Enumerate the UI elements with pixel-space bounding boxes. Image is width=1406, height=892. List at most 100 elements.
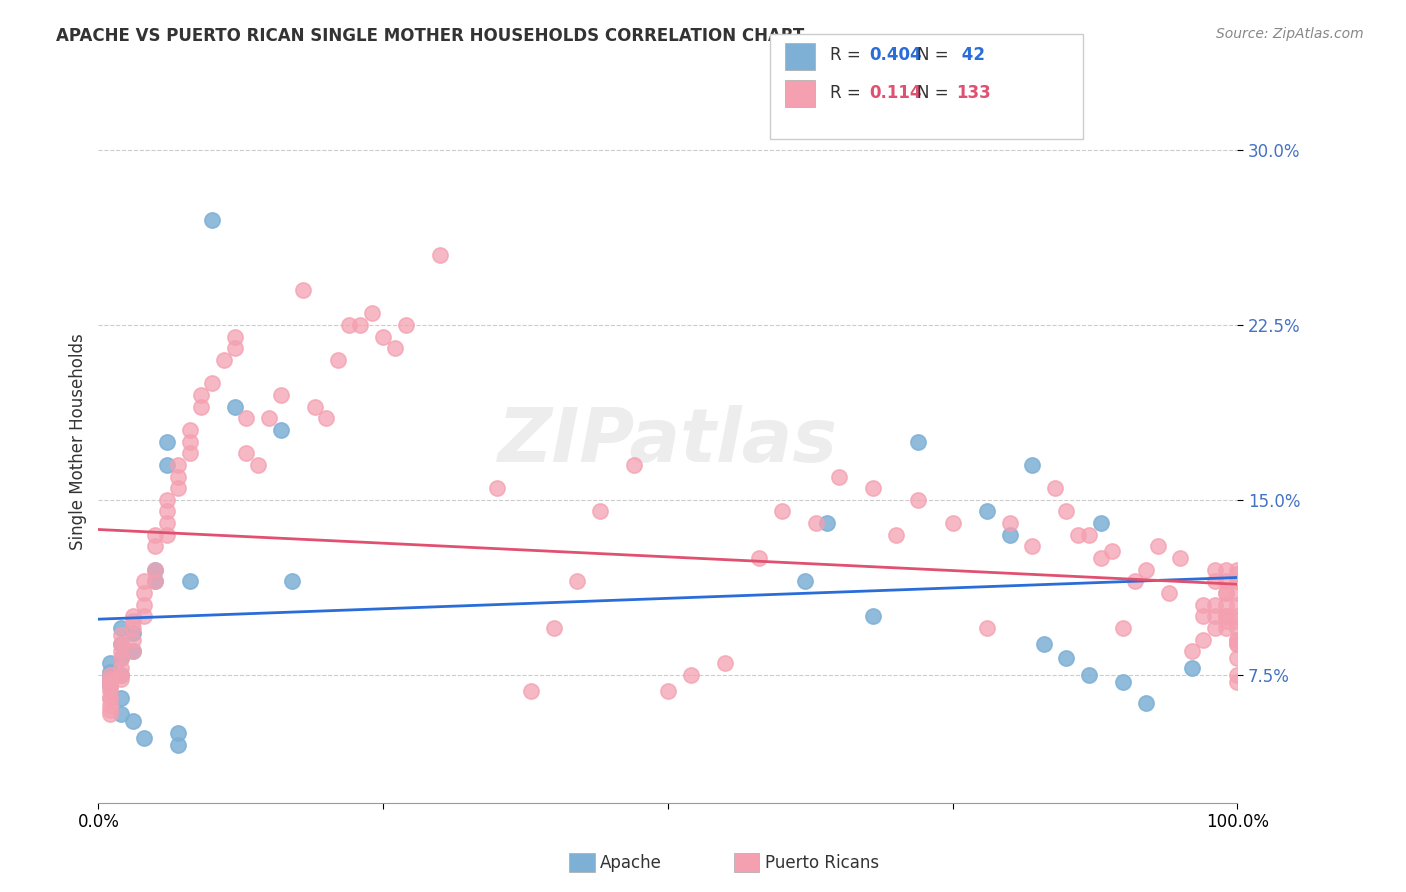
Point [292, 283, 315, 297]
Point [862, 609, 884, 624]
Point [1054, 504, 1078, 518]
Point [121, 714, 143, 729]
Point [1192, 598, 1215, 612]
Point [1078, 528, 1101, 542]
Point [121, 644, 143, 658]
Point [235, 446, 257, 460]
Point [110, 628, 132, 642]
Point [1146, 540, 1168, 554]
Point [679, 667, 702, 681]
Point [384, 341, 406, 355]
Point [179, 423, 201, 437]
Point [1215, 586, 1237, 600]
Text: 133: 133 [956, 84, 991, 102]
Point [1157, 586, 1180, 600]
Point [1170, 551, 1192, 566]
Point [132, 731, 155, 745]
Point [98, 674, 121, 689]
Point [246, 458, 269, 472]
Point [121, 632, 143, 647]
Point [121, 609, 143, 624]
Point [167, 469, 190, 483]
Point [179, 434, 201, 449]
Point [1192, 609, 1215, 624]
Point [565, 574, 588, 589]
Point [1043, 481, 1066, 495]
Point [1021, 458, 1043, 472]
Point [1192, 632, 1215, 647]
Point [98, 665, 121, 680]
Point [156, 516, 179, 530]
Point [121, 621, 143, 635]
Point [942, 516, 965, 530]
Point [167, 726, 190, 740]
Point [270, 423, 292, 437]
Point [98, 674, 121, 689]
Point [1226, 586, 1249, 600]
Point [429, 248, 451, 262]
Point [156, 458, 179, 472]
Point [1226, 637, 1249, 651]
Point [828, 469, 851, 483]
Point [110, 621, 132, 635]
Point [1226, 614, 1249, 628]
Point [304, 400, 326, 414]
Point [201, 213, 224, 227]
Point [770, 504, 793, 518]
Point [543, 621, 565, 635]
Point [98, 667, 121, 681]
Text: Apache: Apache [600, 855, 662, 872]
Point [1090, 516, 1112, 530]
Point [110, 667, 132, 681]
Point [110, 651, 132, 665]
Point [190, 388, 212, 402]
Point [145, 563, 167, 577]
Text: 42: 42 [956, 46, 986, 64]
Point [1181, 660, 1204, 674]
Point [167, 738, 190, 752]
Point [167, 481, 190, 495]
Point [212, 353, 235, 368]
Point [998, 528, 1021, 542]
Text: R =: R = [830, 84, 870, 102]
Point [110, 690, 132, 705]
Point [121, 644, 143, 658]
Point [395, 318, 418, 332]
Point [281, 574, 304, 589]
Point [259, 411, 281, 425]
Point [1123, 574, 1146, 589]
Point [98, 690, 121, 705]
Point [98, 667, 121, 681]
Point [270, 388, 292, 402]
Point [360, 306, 382, 320]
Point [121, 614, 143, 628]
Point [145, 528, 167, 542]
Point [1215, 609, 1237, 624]
Point [121, 625, 143, 640]
Point [145, 574, 167, 589]
Point [132, 574, 155, 589]
Point [98, 702, 121, 716]
Point [588, 504, 610, 518]
Point [1226, 667, 1249, 681]
Point [1226, 567, 1249, 582]
Point [862, 481, 884, 495]
Point [1215, 586, 1237, 600]
Point [1021, 540, 1043, 554]
Point [1215, 574, 1237, 589]
Point [1078, 667, 1101, 681]
Point [179, 446, 201, 460]
Point [145, 574, 167, 589]
Point [224, 329, 246, 343]
Point [132, 586, 155, 600]
Point [224, 400, 246, 414]
Point [156, 492, 179, 507]
Text: 0.114: 0.114 [869, 84, 921, 102]
Point [132, 598, 155, 612]
Point [132, 609, 155, 624]
Point [1112, 674, 1135, 689]
Point [804, 516, 827, 530]
Point [1101, 544, 1123, 558]
Point [1135, 696, 1157, 710]
Point [1215, 621, 1237, 635]
